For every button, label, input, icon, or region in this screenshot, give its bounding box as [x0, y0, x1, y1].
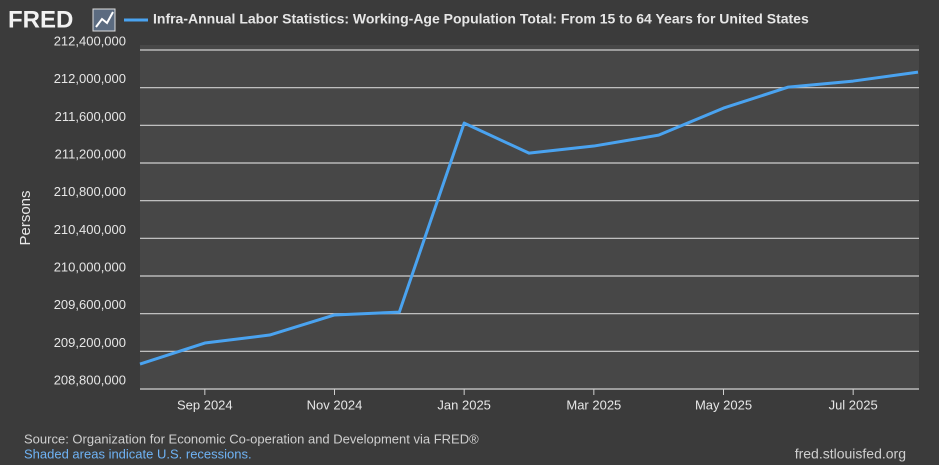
y-tick-label: 210,800,000	[54, 184, 126, 199]
source: Source: Organization for Economic Co-ope…	[24, 431, 479, 446]
y-tick-label: 209,600,000	[54, 297, 126, 312]
y-tick-label: 212,000,000	[54, 71, 126, 86]
series-line	[139, 70, 919, 366]
x-tick-label: Jul 2025	[829, 397, 878, 412]
logo-icon	[92, 8, 116, 32]
site: fred.stlouisfed.org	[795, 446, 906, 462]
x-tick-label: Nov 2024	[307, 397, 363, 412]
y-tick-label: 210,000,000	[54, 259, 126, 274]
y-tick-label: 212,400,000	[54, 33, 126, 48]
y-tick-label: 210,400,000	[54, 222, 126, 237]
x-tick-label: Sep 2024	[177, 397, 233, 412]
plot-area	[140, 45, 919, 390]
legend-entry: Infra-Annual Labor Statistics: Working-A…	[153, 11, 809, 27]
x-tick-label: Mar 2025	[566, 397, 621, 412]
recession-note: Shaded areas indicate U.S. recessions.	[24, 446, 252, 461]
logo: FRED	[8, 6, 73, 33]
logo-line	[95, 11, 114, 28]
y-axis-label: Persons	[17, 190, 34, 245]
y-tick-label: 211,600,000	[55, 109, 126, 124]
x-tick-label: May 2025	[695, 397, 752, 412]
y-tick-label: 211,200,000	[55, 146, 126, 161]
y-tick-label: 208,800,000	[54, 372, 126, 387]
y-tick-label: 209,200,000	[54, 335, 126, 350]
x-tick-label: Jan 2025	[437, 397, 491, 412]
